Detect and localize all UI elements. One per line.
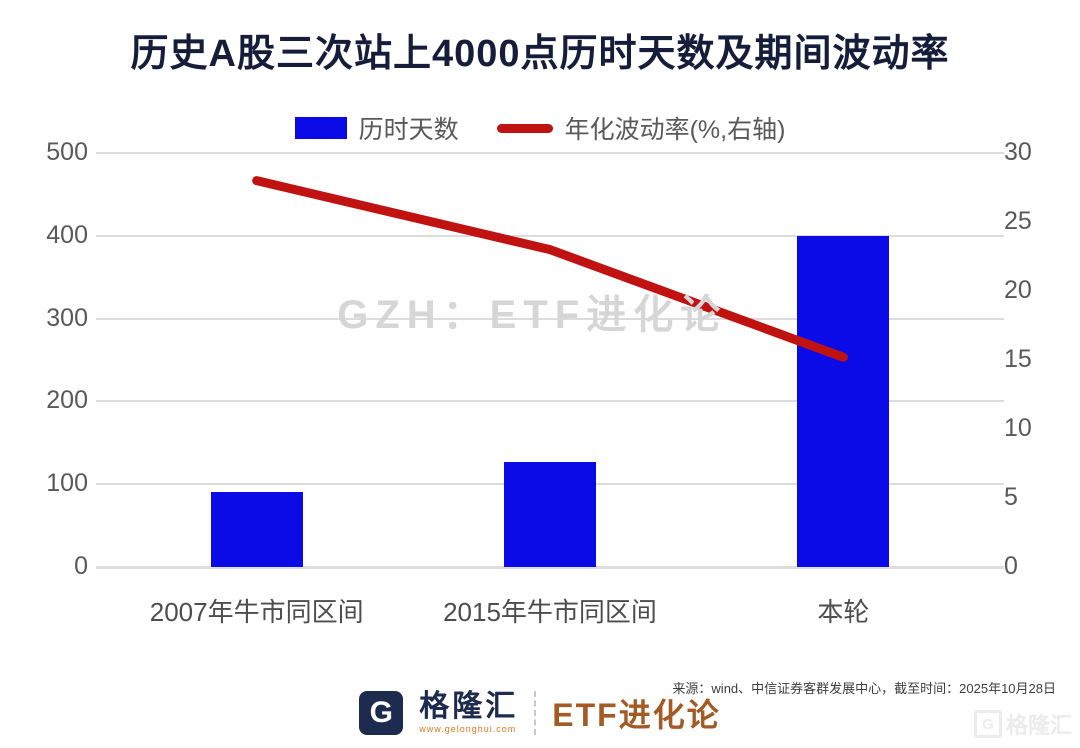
etf-brand-text: ETF进化论 <box>552 697 721 733</box>
bar-本轮 <box>797 235 890 567</box>
right-axis-tick: 25 <box>1004 207 1032 235</box>
right-axis-tick: 10 <box>1004 414 1032 442</box>
gelonghui-logo-icon: G <box>359 691 404 735</box>
right-axis-tick: 5 <box>1004 483 1018 511</box>
right-axis-tick: 30 <box>1004 138 1032 166</box>
category-label: 2015年牛市同区间 <box>443 597 657 627</box>
category-label: 本轮 <box>817 597 870 627</box>
bar-series-swatch <box>294 117 347 139</box>
bar-2007年牛市同区间 <box>210 492 303 567</box>
right-axis-tick: 0 <box>1004 552 1018 580</box>
left-y-axis: 0 100 200 300 400 500 <box>0 138 88 580</box>
gridline <box>96 400 1004 403</box>
right-y-axis: 0 5 10 15 20 25 30 <box>1004 138 1074 580</box>
left-axis-tick: 300 <box>46 303 88 332</box>
gridline <box>96 234 1004 237</box>
line-series-swatch <box>496 123 553 133</box>
bar-series-label: 历时天数 <box>358 116 459 144</box>
category-label: 2007年牛市同区间 <box>149 597 364 627</box>
gelonghui-logo-text: 格隆汇 www.gelonghui.com <box>419 692 518 734</box>
left-axis-tick: 200 <box>46 386 88 415</box>
x-axis-categories: 2007年牛市同区间 2015年牛市同区间 本轮 <box>110 592 990 632</box>
right-axis-tick: 20 <box>1004 276 1032 304</box>
gridline <box>96 152 1004 154</box>
footer-brand-bar: G 格隆汇 www.gelonghui.com ETF进化论 <box>0 686 1080 740</box>
right-axis-tick: 15 <box>1004 345 1032 373</box>
left-axis-tick: 400 <box>46 220 88 249</box>
plot-area <box>96 152 1004 569</box>
gridline <box>96 566 1004 569</box>
left-axis-tick: 500 <box>46 138 88 166</box>
legend-item-bar: 历时天数 <box>294 110 459 146</box>
volatility-line <box>252 176 848 362</box>
source-note: 来源：wind、中信证券客群发展中心，截至时间：2025年10月28日 <box>672 681 1056 696</box>
legend-item-line: 年化波动率(%,右轴) <box>496 110 786 146</box>
line-series-label: 年化波动率(%,右轴) <box>564 116 786 144</box>
footer-divider <box>534 691 537 735</box>
left-axis-tick: 0 <box>74 552 88 580</box>
gelonghui-name: 格隆汇 <box>419 690 519 723</box>
chart-title: 历史A股三次站上4000点历时天数及期间波动率 <box>130 33 950 75</box>
left-axis-tick: 100 <box>46 469 88 498</box>
bar-2015年牛市同区间 <box>504 461 596 567</box>
legend: 历时天数 年化波动率(%,右轴) <box>0 110 1080 146</box>
gelonghui-url: www.gelonghui.com <box>419 724 517 734</box>
gridline <box>96 317 1004 320</box>
